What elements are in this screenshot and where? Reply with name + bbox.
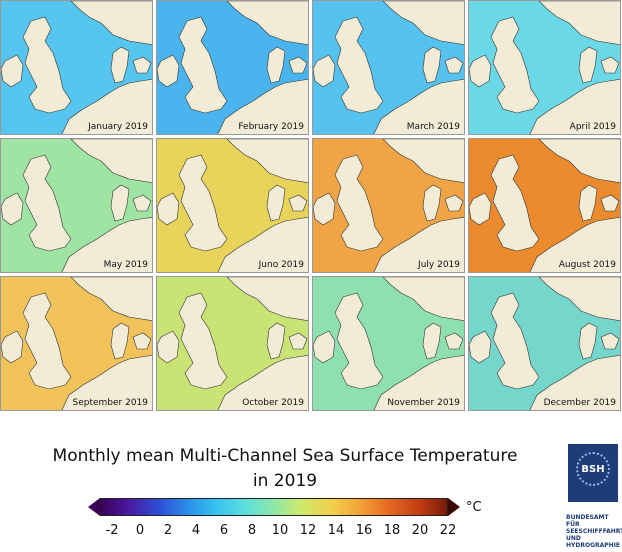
map-panel: April 2019 bbox=[468, 0, 621, 135]
colorbar-tick-label: 2 bbox=[163, 523, 173, 538]
sea-map bbox=[157, 1, 308, 134]
sea-map bbox=[469, 139, 620, 272]
colorbar-tick-label: 18 bbox=[383, 523, 401, 538]
colorbar-tick-label: 6 bbox=[219, 523, 229, 538]
colorbar-unit: °C bbox=[466, 500, 482, 515]
panel-month-label: November 2019 bbox=[387, 398, 460, 408]
chart-title: Monthly mean Multi-Channel Sea Surface T… bbox=[52, 446, 518, 466]
logo-text: BUNDESAMT FÜR SEESCHIFFFAHRT UND HYDROGR… bbox=[566, 514, 622, 549]
colorbar-tick-label: 20 bbox=[411, 523, 429, 538]
colorbar-tick-label: 12 bbox=[299, 523, 317, 538]
sea-map bbox=[1, 1, 152, 134]
panel-month-label: December 2019 bbox=[543, 398, 616, 408]
sst-map-grid: January 2019 February 2019 March 2019 April… bbox=[0, 0, 621, 411]
panel-month-label: August 2019 bbox=[558, 260, 616, 270]
sea-map bbox=[313, 277, 464, 410]
sea-map bbox=[469, 277, 620, 410]
colorbar-tick-label: 0 bbox=[135, 523, 145, 538]
panel-month-label: February 2019 bbox=[238, 122, 304, 132]
map-panel: July 2019 bbox=[312, 138, 465, 273]
sea-map bbox=[157, 277, 308, 410]
map-panel: January 2019 bbox=[0, 0, 153, 135]
colorbar-tick-label: 14 bbox=[327, 523, 345, 538]
map-panel: February 2019 bbox=[156, 0, 309, 135]
sea-map bbox=[313, 1, 464, 134]
temperature-colorbar bbox=[100, 498, 448, 516]
map-panel: December 2019 bbox=[468, 276, 621, 411]
logo-ring-icon bbox=[576, 452, 610, 486]
colorbar-tick-label: 22 bbox=[439, 523, 457, 538]
colorbar-max-arrow bbox=[448, 498, 460, 516]
colorbar-min-arrow bbox=[88, 498, 100, 516]
chart-subtitle: in 2019 bbox=[252, 471, 318, 491]
panel-month-label: March 2019 bbox=[406, 122, 460, 132]
map-panel: October 2019 bbox=[156, 276, 309, 411]
colorbar-tick-label: 8 bbox=[247, 523, 257, 538]
panel-month-label: October 2019 bbox=[242, 398, 304, 408]
colorbar-tick-label: 4 bbox=[191, 523, 201, 538]
sea-map bbox=[157, 139, 308, 272]
panel-month-label: July 2019 bbox=[418, 260, 460, 270]
panel-month-label: May 2019 bbox=[103, 260, 148, 270]
map-panel: May 2019 bbox=[0, 138, 153, 273]
panel-month-label: Juno 2019 bbox=[258, 260, 304, 270]
map-panel: Juno 2019 bbox=[156, 138, 309, 273]
sea-map bbox=[1, 139, 152, 272]
sea-map bbox=[469, 1, 620, 134]
map-panel: August 2019 bbox=[468, 138, 621, 273]
logo-mark: BSH bbox=[581, 464, 605, 475]
map-panel: November 2019 bbox=[312, 276, 465, 411]
colorbar-tick-label: 16 bbox=[355, 523, 373, 538]
panel-month-label: April 2019 bbox=[569, 122, 616, 132]
map-panel: March 2019 bbox=[312, 0, 465, 135]
sea-map bbox=[1, 277, 152, 410]
panel-month-label: September 2019 bbox=[72, 398, 148, 408]
map-panel: September 2019 bbox=[0, 276, 153, 411]
bsh-logo: BSH bbox=[568, 444, 618, 502]
colorbar-tick-label: -2 bbox=[105, 523, 119, 538]
panel-month-label: January 2019 bbox=[88, 122, 148, 132]
sea-map bbox=[313, 139, 464, 272]
colorbar-tick-label: 10 bbox=[271, 523, 289, 538]
